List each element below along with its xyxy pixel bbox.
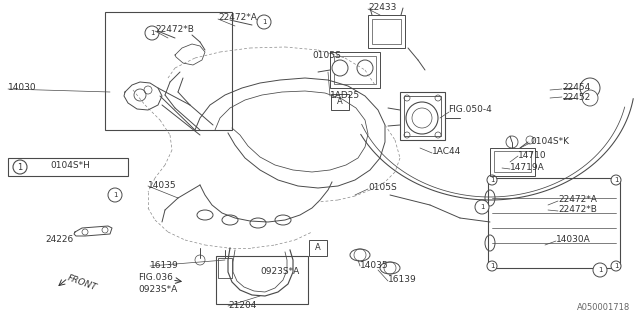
Text: 16139: 16139 [150,260,179,269]
Text: 0923S*A: 0923S*A [260,268,300,276]
Text: A: A [337,98,343,107]
Text: 22472*A: 22472*A [218,13,257,22]
Text: A050001718: A050001718 [577,303,630,312]
Text: 14719A: 14719A [510,164,545,172]
Bar [372,19,401,44]
Bar [8,158,128,176]
Bar [309,240,327,256]
Bar [334,56,376,84]
Text: 0923S*A: 0923S*A [138,285,177,294]
Text: 22472*A: 22472*A [558,196,597,204]
Circle shape [580,78,600,98]
Bar [490,148,535,176]
Bar [218,258,232,278]
Bar [105,12,232,130]
Circle shape [611,175,621,185]
Circle shape [332,60,348,76]
Bar [216,256,308,304]
Text: 24226: 24226 [45,236,73,244]
Bar [368,15,405,48]
Text: 1: 1 [262,19,266,25]
Text: 1: 1 [490,263,494,269]
Circle shape [475,200,489,214]
Text: 22472*B: 22472*B [558,205,597,214]
Text: 16139: 16139 [388,276,417,284]
Bar [400,92,445,140]
Text: 14030A: 14030A [556,236,591,244]
Text: 0105S: 0105S [368,183,397,193]
Text: 22454: 22454 [562,84,590,92]
Text: 0105S: 0105S [312,51,340,60]
Circle shape [487,175,497,185]
Text: 1AC44: 1AC44 [432,148,461,156]
Circle shape [108,188,122,202]
Text: 14035: 14035 [360,260,388,269]
Text: 1AD25: 1AD25 [330,92,360,100]
Text: 1: 1 [150,30,154,36]
Circle shape [257,15,271,29]
Bar [331,94,349,110]
Text: 1: 1 [614,177,618,183]
Text: 1: 1 [614,263,618,269]
Text: 14710: 14710 [518,150,547,159]
Text: 22433: 22433 [368,4,396,12]
Circle shape [611,261,621,271]
Bar [494,151,531,172]
Text: 22472*B: 22472*B [155,26,194,35]
Text: A: A [315,244,321,252]
Circle shape [593,263,607,277]
Text: 0104S*H: 0104S*H [50,161,90,170]
Circle shape [357,60,373,76]
Text: 1: 1 [17,163,22,172]
Text: 1: 1 [490,177,494,183]
Bar [330,52,380,88]
Text: 1: 1 [480,204,484,210]
Text: 1: 1 [113,192,117,198]
Text: FIG.050-4: FIG.050-4 [448,106,492,115]
Circle shape [487,261,497,271]
Text: 1: 1 [598,267,602,273]
Circle shape [582,90,598,106]
Text: 21204: 21204 [228,300,257,309]
Bar [488,178,620,268]
Bar [404,96,441,136]
Text: 22452: 22452 [562,92,590,101]
Circle shape [145,26,159,40]
Text: 0104S*K: 0104S*K [530,138,569,147]
Text: FIG.036: FIG.036 [138,274,173,283]
Text: 14030: 14030 [8,84,36,92]
Text: 14035: 14035 [148,180,177,189]
Circle shape [13,160,27,174]
Text: FRONT: FRONT [67,274,99,293]
